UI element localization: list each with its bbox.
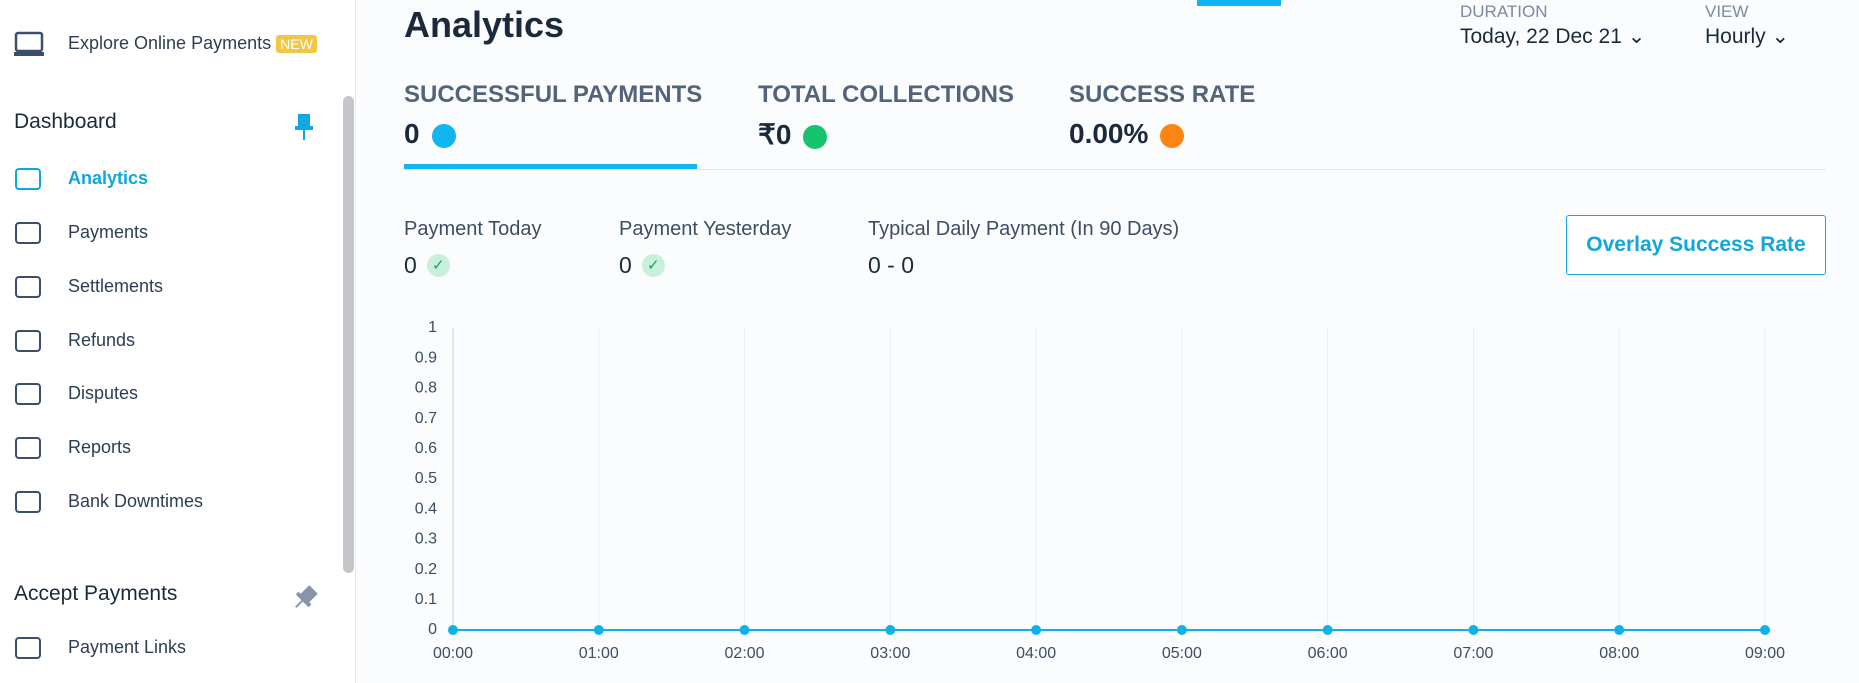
nav-icon bbox=[15, 383, 41, 405]
nav-item[interactable]: Payments bbox=[68, 222, 149, 242]
nav-icon bbox=[15, 637, 41, 659]
tab-label[interactable]: SUCCESS RATE bbox=[1069, 81, 1256, 108]
x-tick-label: 00:00 bbox=[433, 645, 473, 662]
stat-value: 0 bbox=[619, 252, 632, 278]
x-tick-label: 06:00 bbox=[1308, 645, 1348, 662]
x-tick-label: 09:00 bbox=[1745, 645, 1785, 662]
view-value: Hourly bbox=[1705, 25, 1766, 48]
section-title: Accept Payments bbox=[14, 582, 178, 605]
tab-value: 0 bbox=[404, 118, 420, 149]
page-title: Analytics bbox=[404, 4, 565, 45]
badge: NEW bbox=[276, 35, 317, 53]
scrollbar[interactable] bbox=[343, 96, 354, 573]
divider bbox=[404, 169, 1826, 170]
tab-label[interactable]: TOTAL COLLECTIONS bbox=[758, 81, 1014, 108]
tab-value-row: ₹0 bbox=[758, 118, 828, 151]
data-point bbox=[448, 625, 458, 635]
stat-row: 0 ✓ bbox=[404, 252, 450, 279]
nav-icon bbox=[15, 276, 41, 298]
data-point bbox=[739, 625, 750, 635]
stat-value: 0 - 0 bbox=[868, 252, 915, 278]
data-point bbox=[1760, 625, 1770, 635]
explore-icon bbox=[14, 31, 44, 56]
y-tick-label: 0.1 bbox=[415, 591, 437, 608]
y-tick-label: 0.5 bbox=[415, 470, 437, 487]
stat-label: Payment Yesterday bbox=[619, 218, 792, 240]
data-point bbox=[593, 625, 604, 635]
section-title: Dashboard bbox=[14, 110, 117, 133]
sidebar: Explore Online Payments NEW Dashboard An… bbox=[0, 0, 356, 683]
view-select[interactable]: Hourly ⌄ bbox=[1705, 25, 1790, 48]
data-point bbox=[885, 625, 896, 635]
y-tick-label: 0.9 bbox=[415, 349, 437, 366]
duration-label: DURATION bbox=[1460, 2, 1548, 21]
y-tick-label: 0.7 bbox=[415, 410, 437, 427]
data-point bbox=[1031, 625, 1042, 635]
nav-item[interactable]: Reports bbox=[68, 437, 132, 457]
y-tick-label: 0.8 bbox=[415, 380, 437, 397]
data-point bbox=[1614, 625, 1625, 635]
stat-row: 0 ✓ bbox=[619, 252, 665, 279]
pin-icon[interactable] bbox=[292, 112, 316, 142]
y-tick-label: 0 bbox=[428, 621, 437, 638]
x-tick-label: 01:00 bbox=[579, 645, 619, 662]
data-point bbox=[1468, 625, 1479, 635]
legend-dot bbox=[1160, 123, 1185, 148]
stat-label: Payment Today bbox=[404, 218, 542, 240]
tab-value: 0.00% bbox=[1069, 118, 1149, 149]
x-tick-label: 03:00 bbox=[870, 645, 910, 662]
nav-item[interactable]: Settlements bbox=[68, 276, 164, 296]
top-indicator bbox=[1197, 0, 1281, 6]
nav-icon bbox=[15, 168, 41, 190]
y-tick-label: 0.2 bbox=[415, 561, 437, 578]
check-icon: ✓ bbox=[426, 254, 450, 277]
duration-select[interactable]: Today, 22 Dec 21 ⌄ bbox=[1460, 25, 1646, 48]
y-tick-label: 1 bbox=[428, 319, 437, 336]
nav-item[interactable]: Refunds bbox=[68, 330, 136, 350]
stat-value: 0 bbox=[404, 252, 417, 278]
nav-label: Explore Online Payments bbox=[68, 33, 272, 53]
nav-item[interactable]: Explore Online Payments NEW bbox=[68, 33, 317, 54]
nav-item[interactable]: Payment Links bbox=[68, 637, 187, 657]
legend-dot bbox=[431, 123, 456, 148]
duration-value: Today, 22 Dec 21 bbox=[1460, 25, 1622, 48]
nav-item[interactable]: Bank Downtimes bbox=[68, 491, 204, 511]
x-tick-label: 05:00 bbox=[1162, 645, 1202, 662]
overlay-button[interactable]: Overlay Success Rate bbox=[1566, 215, 1826, 275]
tab-value-row: 0 bbox=[404, 118, 456, 150]
y-tick-label: 0.6 bbox=[415, 440, 437, 457]
nav-icon bbox=[15, 437, 41, 459]
tab-underline bbox=[404, 164, 697, 169]
nav-icon bbox=[15, 330, 41, 352]
tab-value-row: 0.00% bbox=[1069, 118, 1185, 150]
stat-label: Typical Daily Payment (In 90 Days) bbox=[868, 218, 1180, 240]
stat-row: 0 - 0 bbox=[868, 252, 914, 279]
x-tick-label: 04:00 bbox=[1016, 645, 1056, 662]
view-label: VIEW bbox=[1705, 2, 1749, 21]
x-tick-label: 07:00 bbox=[1453, 645, 1493, 662]
nav-icon bbox=[15, 222, 41, 244]
pin-icon[interactable] bbox=[292, 584, 318, 612]
check-icon: ✓ bbox=[641, 254, 665, 277]
tab-label[interactable]: SUCCESSFUL PAYMENTS bbox=[404, 81, 703, 108]
tab-value: ₹0 bbox=[758, 119, 792, 150]
nav-item[interactable]: Analytics bbox=[68, 168, 149, 188]
nav-item[interactable]: Disputes bbox=[68, 383, 139, 403]
y-tick-label: 0.4 bbox=[415, 500, 437, 517]
data-point bbox=[1176, 625, 1187, 635]
legend-dot bbox=[803, 124, 828, 149]
x-tick-label: 08:00 bbox=[1599, 645, 1639, 662]
nav-icon bbox=[15, 491, 41, 513]
y-tick-label: 0.3 bbox=[415, 531, 437, 548]
x-tick-label: 02:00 bbox=[725, 645, 765, 662]
data-point bbox=[1322, 625, 1333, 635]
